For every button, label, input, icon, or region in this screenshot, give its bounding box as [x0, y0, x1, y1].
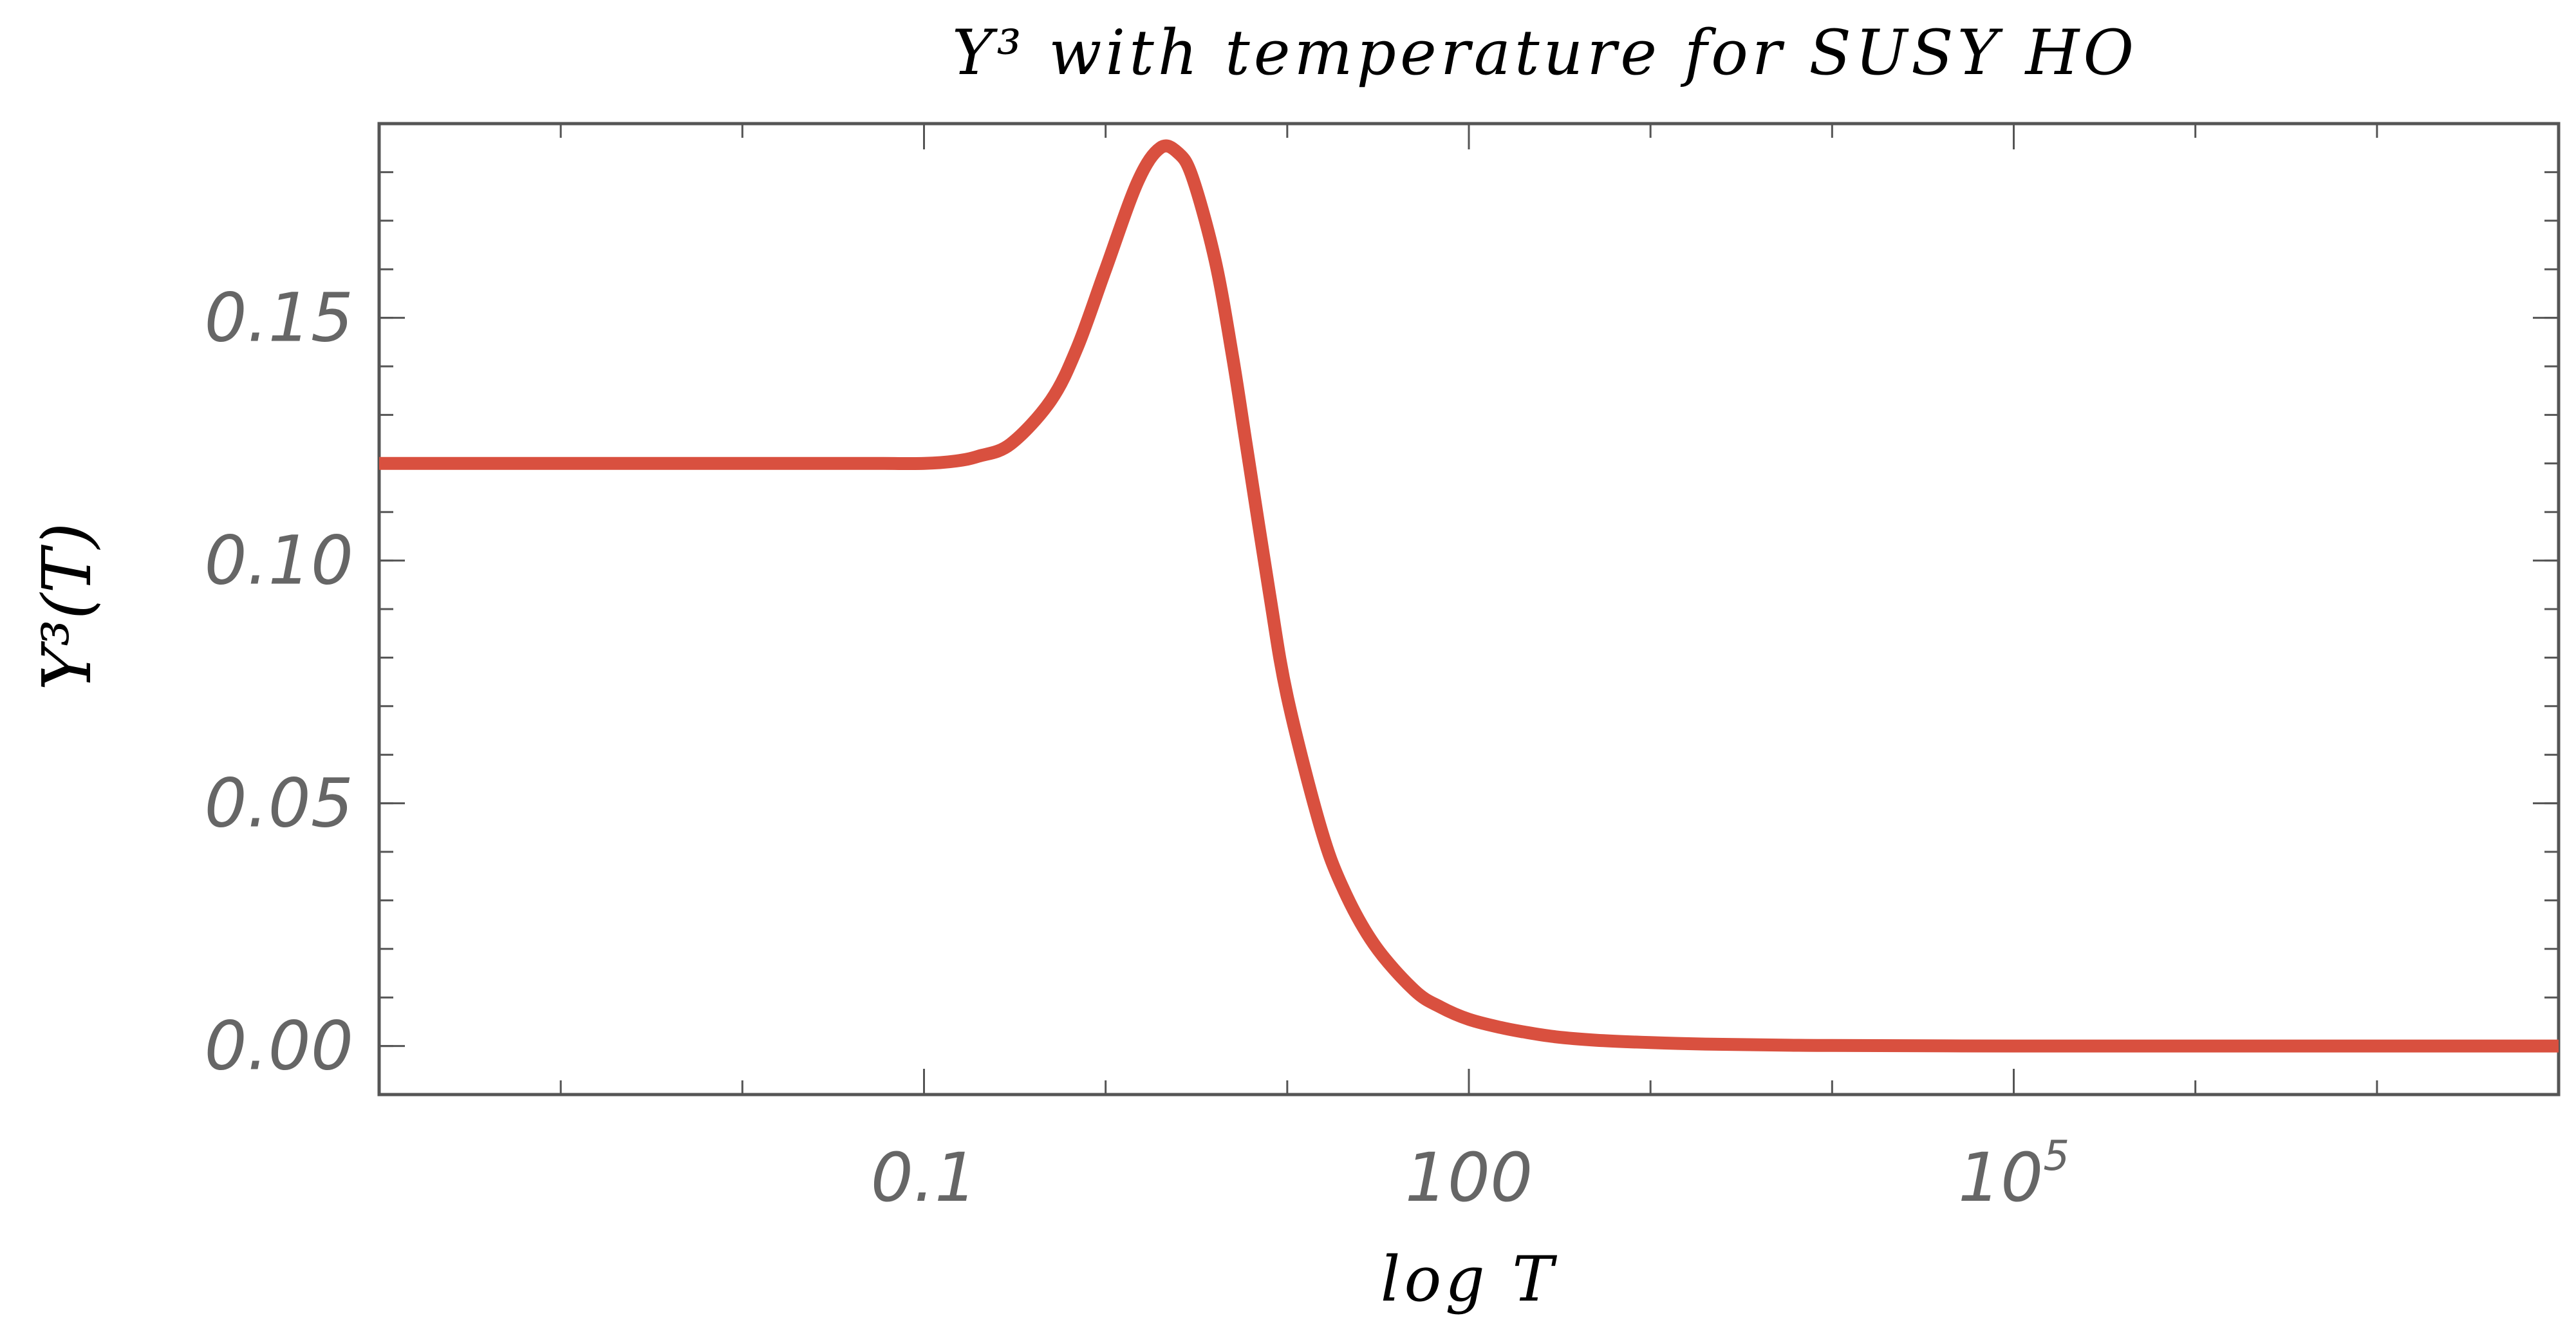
y-tick-label: 0.00	[204, 1007, 353, 1086]
y-axis-label: Y³(T)	[28, 523, 106, 691]
plot-frame	[377, 122, 2561, 1096]
minor-ticks	[378, 122, 2560, 1096]
y-tick-label: 0.15	[204, 279, 353, 357]
x-tick-label-base: 10	[1958, 1138, 2043, 1217]
y-axis: 0.00 0.05 0.10 0.15	[204, 279, 2559, 1086]
y-tick-label: 0.05	[204, 764, 353, 843]
x-axis: 0.1 100 105	[871, 124, 2069, 1217]
x-tick-label: 0.1	[871, 1138, 977, 1217]
x-tick-label: 105	[1958, 1133, 2069, 1217]
chart-title: Y³ with temperature for SUSY HO	[952, 17, 2138, 89]
x-axis-label: log T	[1381, 1243, 1558, 1315]
x-tick-label-base: 100	[1405, 1138, 1533, 1217]
x-tick-label-base: 0.1	[871, 1138, 977, 1217]
x-tick-label: 100	[1405, 1138, 1533, 1217]
series-line	[379, 139, 2559, 1053]
y-tick-label: 0.10	[204, 522, 353, 600]
series-layer	[379, 139, 2559, 1053]
x-tick-label-exponent: 5	[2043, 1133, 2069, 1180]
